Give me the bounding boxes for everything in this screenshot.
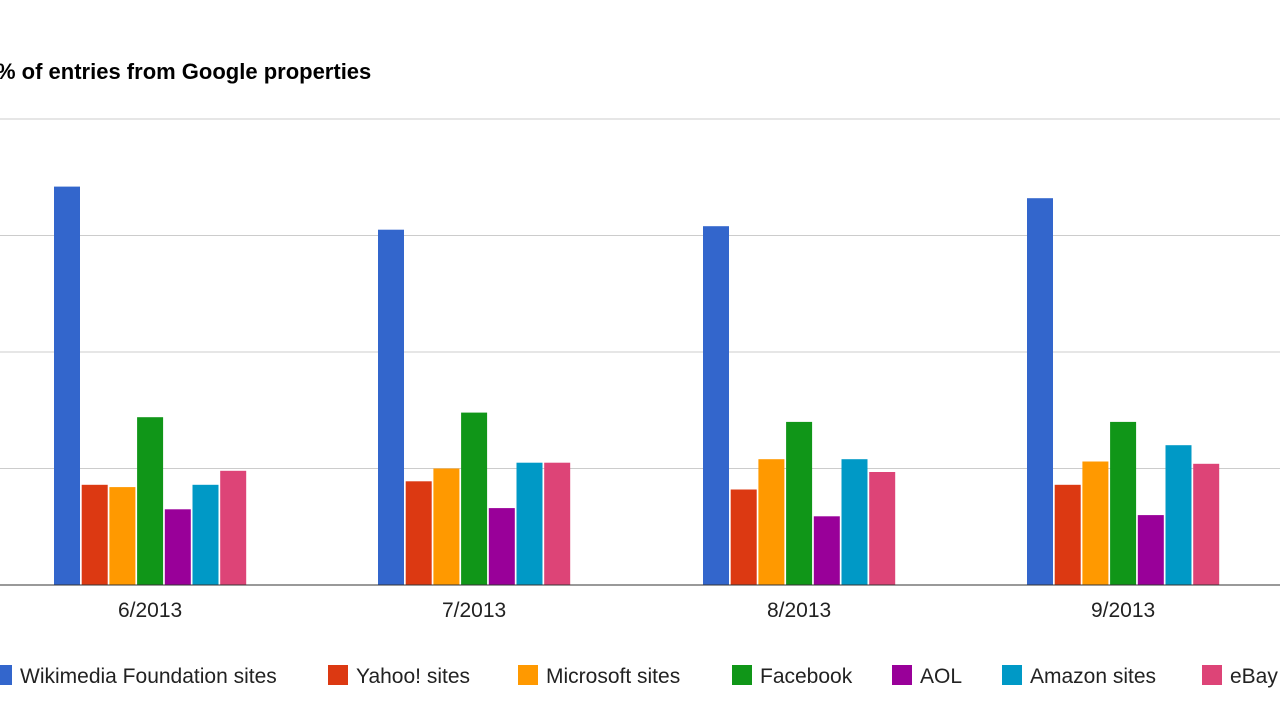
bar-group-6-2013 <box>54 186 247 585</box>
legend-swatch <box>518 665 538 685</box>
bar[interactable] <box>516 462 543 585</box>
x-tick-label: 8/2013 <box>767 599 831 622</box>
bar[interactable] <box>1165 445 1192 585</box>
legend-item[interactable]: Facebook <box>732 665 853 688</box>
chart-title: % of entries from Google properties <box>0 59 371 84</box>
legend-swatch <box>0 665 12 685</box>
bar[interactable] <box>813 516 840 585</box>
bar[interactable] <box>54 186 80 585</box>
bar[interactable] <box>164 509 191 585</box>
bar[interactable] <box>81 484 108 585</box>
bar[interactable] <box>1082 461 1109 586</box>
legend-swatch <box>1002 665 1022 685</box>
legend-item[interactable]: Yahoo! sites <box>328 665 470 688</box>
bar[interactable] <box>405 481 432 585</box>
legend-swatch <box>892 665 912 685</box>
bar[interactable] <box>1054 484 1081 585</box>
bar[interactable] <box>730 489 757 586</box>
legend-label: eBay <box>1230 665 1278 688</box>
legend-label: AOL <box>920 665 962 688</box>
bar[interactable] <box>461 412 488 585</box>
gridlines <box>0 118 1280 469</box>
bar[interactable] <box>378 229 404 585</box>
bar-group-8-2013 <box>703 226 896 586</box>
bar[interactable] <box>544 462 571 585</box>
bars <box>54 186 1220 586</box>
legend-swatch <box>732 665 752 685</box>
bar[interactable] <box>758 459 785 585</box>
legend-swatch <box>1202 665 1222 685</box>
bar[interactable] <box>703 226 729 585</box>
bar[interactable] <box>1027 198 1053 585</box>
bar[interactable] <box>433 468 460 586</box>
legend-item[interactable]: Microsoft sites <box>518 665 680 688</box>
bar[interactable] <box>841 459 868 585</box>
bar[interactable] <box>786 421 813 585</box>
x-tick-label: 7/2013 <box>442 599 506 622</box>
legend: Wikimedia Foundation sites Yahoo! sites Mi… <box>0 665 1278 688</box>
legend-label: Amazon sites <box>1030 665 1156 688</box>
legend-swatch <box>328 665 348 685</box>
bar[interactable] <box>137 417 164 585</box>
legend-item[interactable]: AOL <box>892 665 962 688</box>
legend-label: Microsoft sites <box>546 665 680 688</box>
legend-item[interactable]: Amazon sites <box>1002 665 1156 688</box>
bar[interactable] <box>220 470 247 585</box>
bar[interactable] <box>109 487 136 585</box>
bar[interactable] <box>1110 421 1137 585</box>
bar-group-9-2013 <box>1027 198 1220 586</box>
bar[interactable] <box>1193 463 1220 585</box>
bar[interactable] <box>488 508 515 585</box>
legend-label: Yahoo! sites <box>356 665 470 688</box>
x-tick-label: 6/2013 <box>118 599 182 622</box>
legend-item[interactable]: eBay <box>1202 665 1278 688</box>
legend-item[interactable]: Wikimedia Foundation sites <box>0 665 277 688</box>
legend-label: Facebook <box>760 665 853 688</box>
bar[interactable] <box>1137 515 1164 585</box>
bar[interactable] <box>869 472 896 585</box>
x-tick-label: 9/2013 <box>1091 599 1155 622</box>
bar-group-7-2013 <box>378 229 571 586</box>
x-axis-ticks: 6/2013 7/2013 8/2013 9/2013 <box>118 599 1155 622</box>
legend-label: Wikimedia Foundation sites <box>20 665 277 688</box>
bar[interactable] <box>192 484 219 585</box>
